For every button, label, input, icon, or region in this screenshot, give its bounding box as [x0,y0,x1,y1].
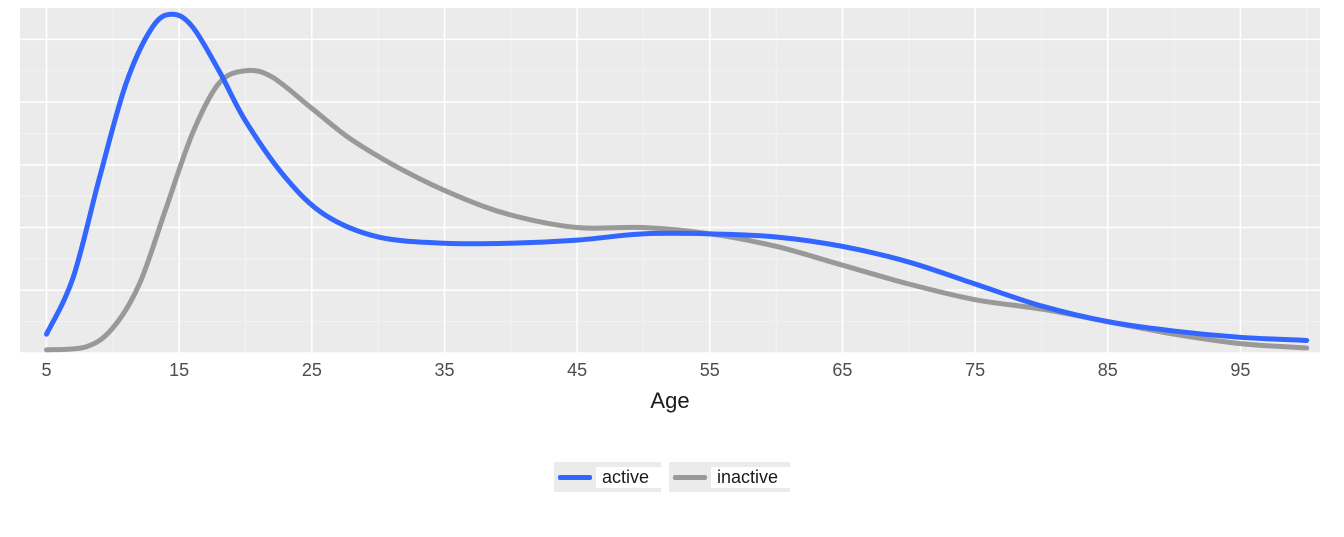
x-tick-label: 75 [965,360,985,380]
density-chart: 5 15 25 35 45 55 65 75 85 95 Age active inactive [0,0,1344,537]
legend-key [554,462,596,492]
legend-key-line [558,475,592,480]
x-tick-label: 15 [169,360,189,380]
legend-item-inactive: inactive [669,462,790,492]
x-tick-label: 5 [42,360,52,380]
x-tick-label: 25 [302,360,322,380]
legend-key [669,462,711,492]
x-axis-title: Age [650,388,689,413]
x-tick-label: 85 [1098,360,1118,380]
x-tick-label: 55 [700,360,720,380]
legend-label: active [596,467,661,488]
x-tick-label: 65 [832,360,852,380]
x-tick-label: 35 [434,360,454,380]
plot-area: 5 15 25 35 45 55 65 75 85 95 Age [0,0,1344,537]
legend: active inactive [0,462,1344,492]
x-tick-label: 95 [1230,360,1250,380]
legend-item-active: active [554,462,661,492]
x-tick-label: 45 [567,360,587,380]
legend-label: inactive [711,467,790,488]
legend-key-line [673,475,707,480]
